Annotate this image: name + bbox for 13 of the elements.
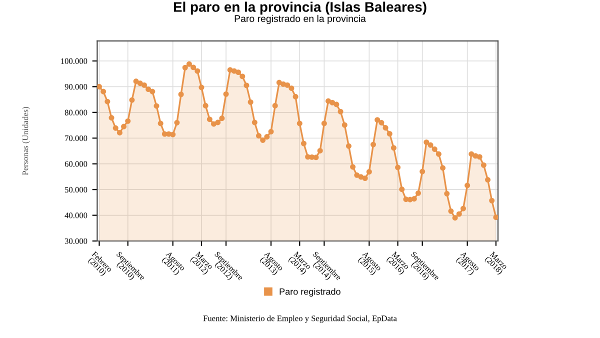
y-tick-label: 40.000 <box>64 212 88 218</box>
legend-label: Paro registrado <box>280 288 340 297</box>
y-tick-label: 50.000 <box>65 186 88 193</box>
y-tick-label: 30.000 <box>64 238 88 244</box>
chart-subtitle: Paro registrado en la provincia <box>234 14 366 24</box>
y-tick-label: 100.000 <box>61 58 88 64</box>
y-axis-title: Personas (Unidades) <box>22 106 30 176</box>
y-tick-label: 80.000 <box>64 110 88 116</box>
y-tick-label: 90.000 <box>64 84 88 90</box>
y-tick-label: 70.000 <box>65 135 88 142</box>
source-note: Fuente: Ministerio de Empleo y Seguridad Social, EpData <box>203 315 397 323</box>
chart-title: El paro en la provincia (Islas Baleares) <box>174 2 426 15</box>
y-tick-label: 60.000 <box>64 161 88 167</box>
